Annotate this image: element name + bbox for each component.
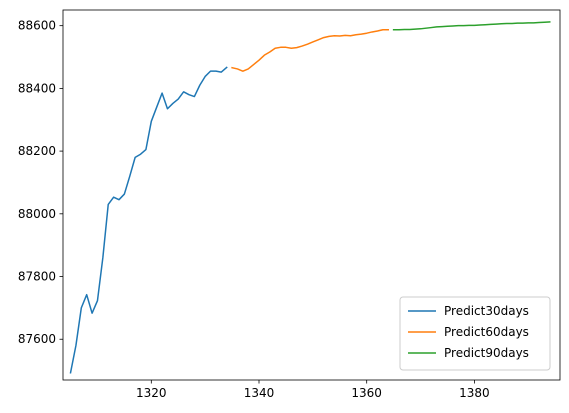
legend-label: Predict90days: [444, 346, 529, 360]
series-line-predict90days: [392, 21, 551, 31]
y-tick-label: 88000: [18, 207, 56, 221]
x-tick-label: 1360: [351, 386, 382, 400]
series-line-predict60days: [231, 29, 389, 72]
legend: Predict30days Predict60days Predict90days: [399, 296, 551, 371]
y-axis-ticks: 87600 87800 88000 88200 88400 88600: [18, 19, 63, 346]
series-layer: [69, 21, 551, 374]
y-tick-label: 87600: [18, 332, 56, 346]
legend-label: Predict60days: [444, 325, 529, 339]
x-tick-label: 1340: [244, 386, 275, 400]
plot-frame: [62, 9, 561, 381]
y-tick-label: 87800: [18, 270, 56, 284]
x-tick-label: 1320: [136, 386, 167, 400]
y-tick-label: 88600: [18, 19, 56, 33]
y-tick-label: 88400: [18, 81, 56, 95]
x-axis-ticks: 1320 1340 1360 1380: [136, 380, 490, 400]
legend-box: [399, 296, 551, 371]
plot-area-border: [62, 9, 561, 381]
series-line-predict30days: [69, 66, 228, 374]
y-tick-label: 88200: [18, 144, 56, 158]
legend-label: Predict30days: [444, 304, 529, 318]
x-tick-label: 1380: [459, 386, 490, 400]
